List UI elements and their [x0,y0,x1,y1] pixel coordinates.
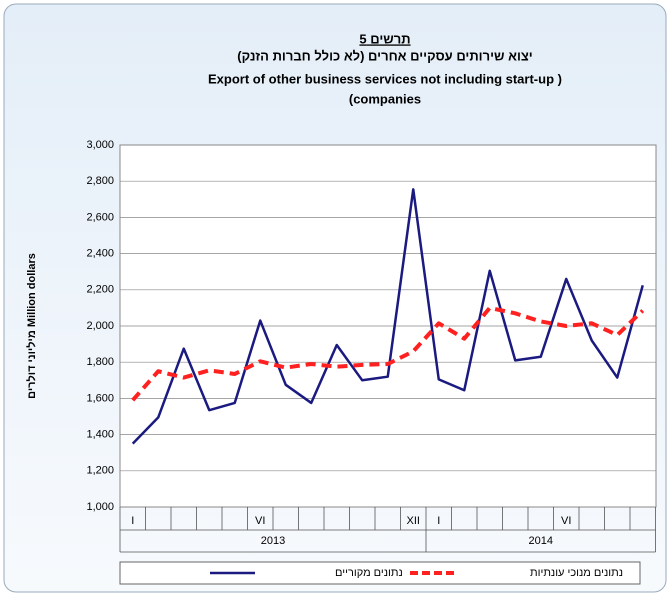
legend-label: נתונים מקוריים [335,567,403,579]
y-tick-label: 1,800 [86,356,114,368]
x-tick-label: VI [255,515,265,527]
y-tick-label: 3,000 [86,139,114,151]
year-label: 2013 [261,535,285,547]
y-tick-label: 2,000 [86,320,114,332]
x-tick-label: I [131,515,134,527]
subtitle: Export of other business services not in… [208,71,562,86]
y-tick-label: 1,200 [86,465,114,477]
x-tick-label: I [437,515,440,527]
legend-label: נתונים מנוכי עונתיות [530,567,623,579]
x-tick-label: XII [407,515,420,527]
y-tick-label: 1,400 [86,429,114,441]
legend [119,561,641,585]
y-tick-label: 2,200 [86,284,114,296]
chart-title: תרשים 5 [359,31,410,46]
series-line [131,305,645,402]
y-tick-label: 2,800 [86,175,114,187]
y-tick-label: 1,000 [86,501,114,513]
x-tick-label: VI [561,515,571,527]
y-axis-label: מיליוני דולרים Million dollars [25,253,38,399]
year-label: 2014 [529,535,553,547]
subtitle: יצוא שירותים עסקיים אחרים (לא כולל חברות… [237,48,532,63]
y-tick-label: 2,600 [86,211,114,223]
y-tick-label: 1,600 [86,392,114,404]
subtitle: (companies [349,91,421,106]
series-line [131,188,644,445]
y-tick-label: 2,400 [86,248,114,260]
